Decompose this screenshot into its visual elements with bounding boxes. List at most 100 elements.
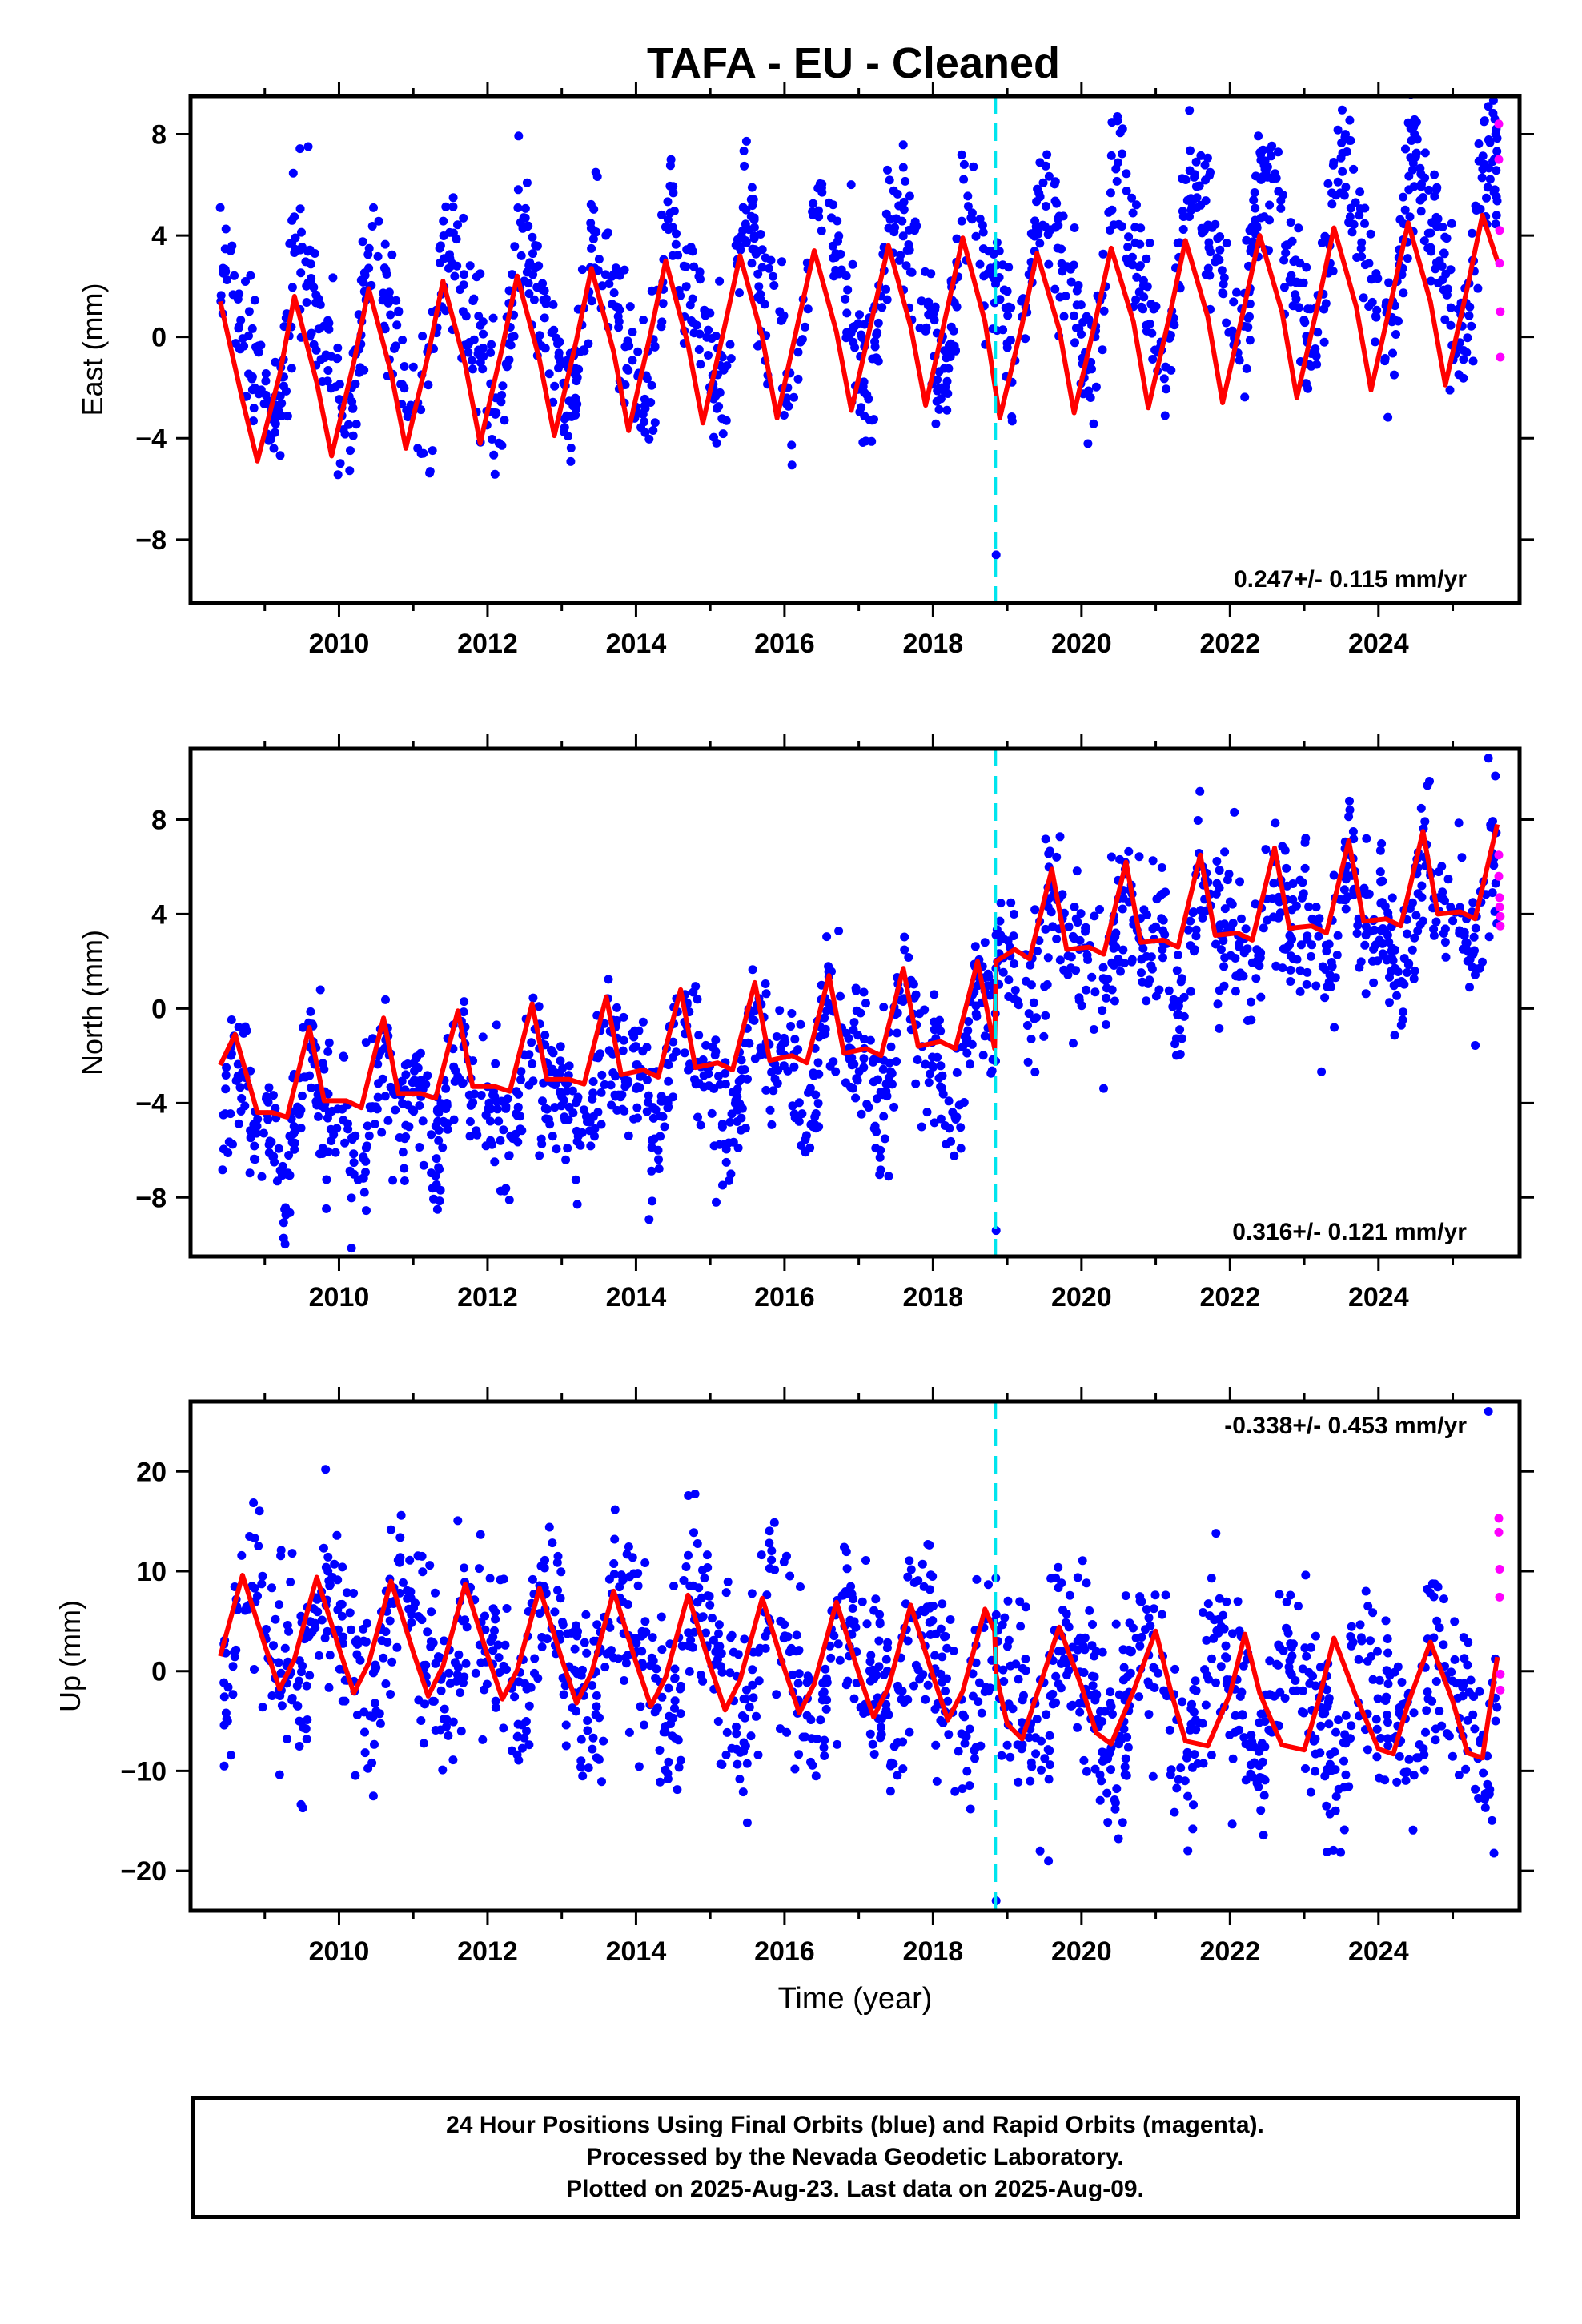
data-point bbox=[559, 1690, 568, 1699]
data-point bbox=[841, 294, 850, 304]
data-point bbox=[1492, 211, 1501, 220]
data-point bbox=[861, 999, 870, 1008]
data-point bbox=[583, 1726, 592, 1735]
final-orbit-points bbox=[218, 754, 1502, 1253]
data-point bbox=[1058, 890, 1067, 899]
data-point bbox=[380, 1092, 390, 1101]
data-point bbox=[1174, 238, 1184, 247]
data-point bbox=[1427, 247, 1436, 256]
data-point bbox=[923, 1680, 933, 1690]
data-point bbox=[1118, 893, 1128, 903]
data-point bbox=[1215, 255, 1224, 265]
data-point bbox=[665, 1711, 674, 1721]
data-point bbox=[1191, 157, 1201, 167]
data-point bbox=[531, 241, 540, 250]
data-point bbox=[1381, 1616, 1391, 1626]
data-point bbox=[1098, 1747, 1107, 1757]
data-point bbox=[600, 1080, 609, 1089]
data-point bbox=[331, 1148, 340, 1157]
data-point bbox=[442, 1715, 452, 1724]
data-point bbox=[1042, 1710, 1051, 1719]
x-tick-label: 2012 bbox=[457, 1282, 518, 1313]
data-point bbox=[360, 1727, 369, 1737]
data-point bbox=[797, 1141, 806, 1150]
data-point bbox=[1158, 915, 1168, 925]
data-point bbox=[572, 1200, 582, 1209]
data-point bbox=[494, 1653, 504, 1663]
data-point bbox=[942, 405, 952, 415]
data-point bbox=[943, 1696, 953, 1706]
data-point bbox=[1448, 916, 1458, 926]
data-point bbox=[328, 273, 338, 283]
data-point bbox=[1463, 333, 1472, 343]
data-point bbox=[596, 1088, 606, 1097]
data-point bbox=[475, 1564, 484, 1574]
data-point bbox=[1463, 1660, 1472, 1670]
data-point bbox=[288, 168, 298, 178]
data-point bbox=[844, 1034, 853, 1043]
data-point bbox=[1329, 1845, 1338, 1855]
data-point bbox=[1331, 973, 1340, 983]
data-point bbox=[1196, 151, 1206, 160]
data-point bbox=[1054, 1562, 1063, 1572]
data-point bbox=[491, 1703, 500, 1712]
data-point bbox=[561, 1155, 571, 1164]
data-point bbox=[526, 1683, 536, 1692]
footer-caption: 24 Hour Positions Using Final Orbits (bl… bbox=[191, 2096, 1520, 2219]
x-tick-label: 2018 bbox=[903, 629, 964, 659]
data-point bbox=[664, 1076, 673, 1086]
data-point bbox=[1178, 1697, 1187, 1707]
data-point bbox=[1219, 279, 1228, 289]
data-point bbox=[1188, 908, 1198, 918]
data-point bbox=[1052, 852, 1062, 862]
data-point bbox=[1223, 1675, 1231, 1684]
data-point bbox=[348, 404, 358, 412]
data-point bbox=[857, 1109, 866, 1119]
data-point bbox=[1437, 1721, 1447, 1731]
data-point bbox=[1349, 164, 1359, 174]
data-point bbox=[1183, 925, 1193, 935]
data-point bbox=[276, 1551, 286, 1561]
data-point bbox=[998, 967, 1008, 977]
rapid-orbit-point bbox=[1494, 119, 1504, 129]
data-point bbox=[801, 1732, 810, 1742]
data-point bbox=[249, 416, 258, 426]
data-point bbox=[1147, 964, 1157, 974]
data-point bbox=[1294, 1602, 1303, 1611]
data-point bbox=[1199, 1608, 1207, 1617]
data-point bbox=[1087, 1671, 1097, 1681]
rapid-orbit-point bbox=[1496, 921, 1505, 931]
data-point bbox=[1326, 1750, 1335, 1759]
data-point bbox=[237, 1094, 247, 1103]
data-point bbox=[893, 1008, 902, 1018]
data-point bbox=[538, 285, 548, 295]
data-point bbox=[1232, 287, 1241, 297]
data-point bbox=[306, 259, 315, 269]
data-point bbox=[1241, 924, 1251, 934]
data-point bbox=[1331, 1727, 1340, 1737]
data-point bbox=[1030, 1068, 1040, 1077]
data-point bbox=[1439, 1640, 1448, 1650]
data-point bbox=[1425, 1588, 1435, 1598]
data-point bbox=[1399, 1007, 1408, 1017]
data-point bbox=[555, 1068, 564, 1078]
y-tick-label: 0 bbox=[151, 323, 167, 353]
data-point bbox=[735, 288, 744, 298]
data-point bbox=[769, 271, 778, 281]
data-point bbox=[1079, 1755, 1089, 1765]
data-point bbox=[644, 434, 654, 444]
y-tick-label: −10 bbox=[120, 1756, 167, 1787]
data-point bbox=[977, 1708, 986, 1718]
data-point bbox=[644, 1215, 654, 1224]
data-point bbox=[221, 1071, 231, 1080]
data-point bbox=[550, 381, 560, 391]
data-point bbox=[1059, 312, 1069, 321]
data-point bbox=[757, 296, 766, 305]
x-tick-label: 2014 bbox=[606, 1936, 667, 1967]
data-point bbox=[347, 1193, 356, 1203]
data-point bbox=[611, 302, 620, 312]
data-point bbox=[821, 1664, 830, 1674]
data-point bbox=[295, 144, 305, 154]
data-point bbox=[762, 1590, 772, 1600]
data-point bbox=[749, 215, 759, 224]
